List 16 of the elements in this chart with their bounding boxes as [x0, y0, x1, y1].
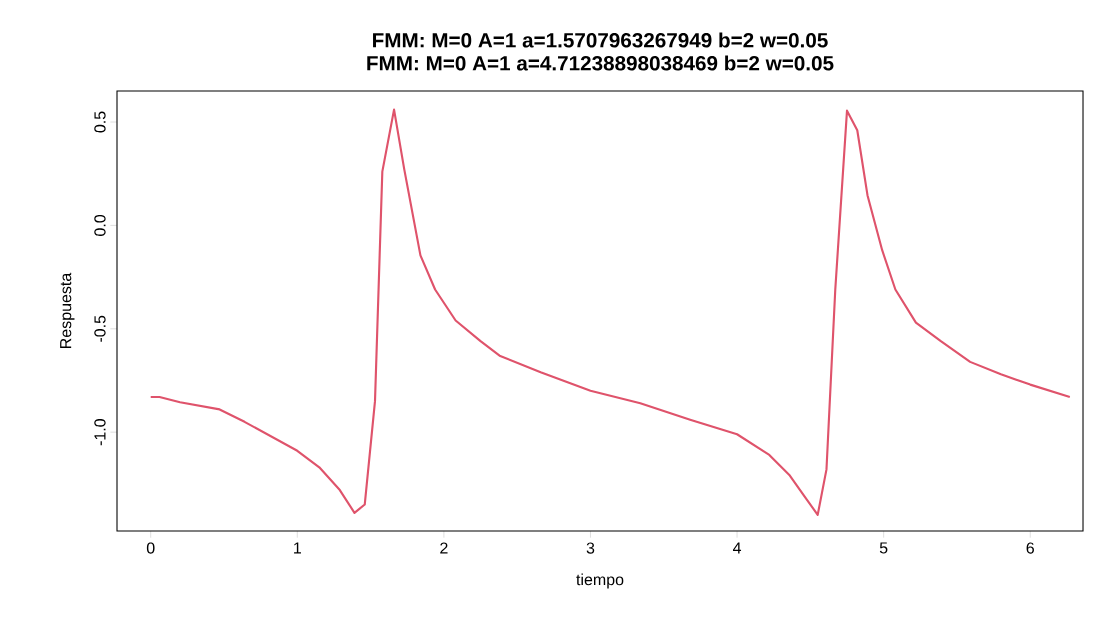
line-series	[149, 108, 1071, 516]
y-axis-title: Respuesta	[60, 272, 75, 348]
x-tick-label: 2	[440, 542, 448, 554]
x-tick-label: 4	[732, 542, 742, 554]
y-tick-label: 0.5	[94, 111, 106, 133]
x-tick-label: 6	[1026, 542, 1034, 554]
y-tick-label: 0.0	[94, 214, 106, 236]
y-tick-label: -1.0	[94, 419, 106, 446]
chart-subtitle: FMM: M=0 A=1 a=4.71238898038469 b=2 w=0.05	[367, 55, 834, 71]
x-tick-label: 3	[586, 542, 595, 554]
x-axis-title: tiempo	[576, 573, 624, 589]
x-tick-label: 0	[146, 542, 155, 554]
y-tick-label: -0.5	[94, 315, 106, 342]
x-tick-label: 1	[294, 542, 301, 554]
chart-title: FMM: M=0 A=1 a=1.5707963267949 b=2 w=0.05	[373, 32, 828, 48]
x-tick-label: 5	[879, 542, 888, 554]
